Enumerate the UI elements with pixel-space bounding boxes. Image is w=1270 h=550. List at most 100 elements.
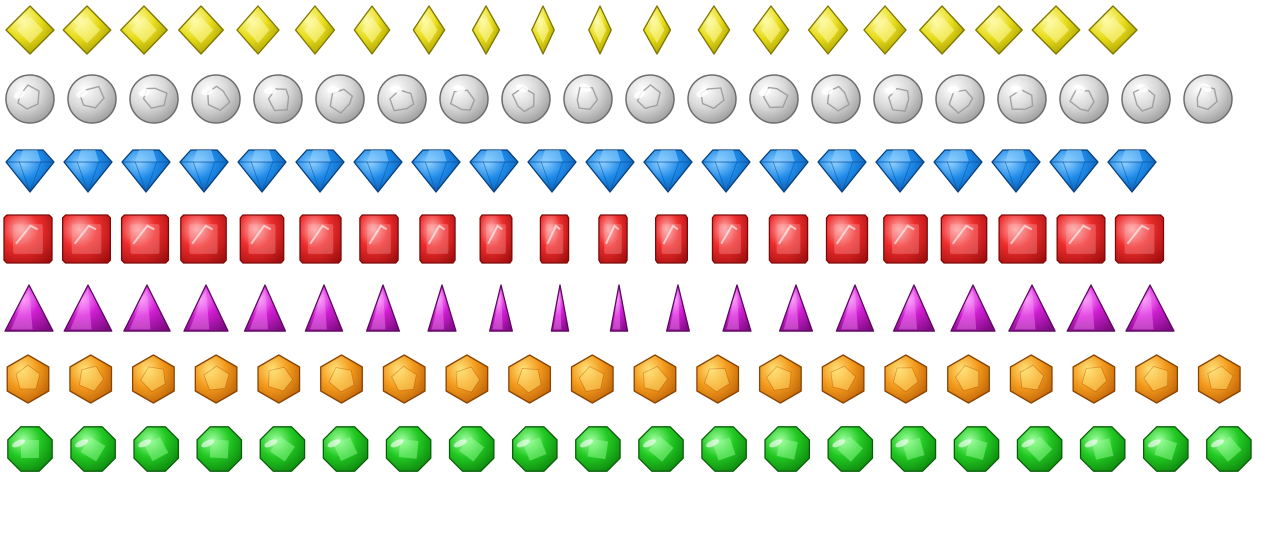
- blue-brilliant-row: [5, 149, 1157, 193]
- purple-triangle-gem: [550, 284, 570, 332]
- orange-hexagon-gem: [320, 354, 363, 404]
- yellow-diamond-gem: [62, 5, 112, 55]
- yellow-diamond-gem: [697, 5, 731, 55]
- red-square-gem: [61, 214, 112, 264]
- blue-brilliant-gem: [585, 149, 635, 193]
- blue-brilliant-gem: [701, 149, 751, 193]
- orange-hexagon-gem: [821, 354, 865, 404]
- white-sphere-gem: [129, 74, 179, 124]
- purple-triangle-gem: [1066, 284, 1116, 332]
- yellow-diamond-gem: [1031, 5, 1081, 55]
- red-square-gem: [940, 214, 988, 264]
- purple-triangle-gem: [183, 284, 229, 332]
- red-square-gem: [768, 214, 809, 264]
- blue-brilliant-gem: [121, 149, 171, 193]
- purple-triangle-gem: [304, 284, 344, 332]
- purple-triangle-gem: [892, 284, 936, 332]
- purple-triangle-gem: [63, 284, 113, 332]
- yellow-diamond-gem: [588, 5, 612, 55]
- orange-hexagon-gem: [696, 354, 740, 404]
- blue-brilliant-gem: [411, 149, 461, 193]
- orange-hexagon-gem: [194, 354, 238, 404]
- green-octagon-gem: [764, 426, 811, 472]
- blue-brilliant-gem: [469, 149, 519, 193]
- red-square-gem: [883, 214, 928, 264]
- green-octagon-gem: [70, 426, 116, 472]
- blue-brilliant-gem: [1107, 149, 1157, 193]
- green-octagon-row: [7, 426, 1252, 472]
- blue-brilliant-gem: [817, 149, 867, 193]
- orange-hexagon-gem: [257, 354, 301, 404]
- yellow-diamond-gem: [975, 5, 1023, 55]
- yellow-diamond-gem: [353, 5, 391, 55]
- red-square-gem: [711, 214, 749, 264]
- yellow-diamond-row: [5, 5, 1138, 55]
- green-octagon-gem: [953, 426, 1000, 472]
- yellow-diamond-gem: [120, 5, 168, 55]
- orange-hexagon-gem: [508, 354, 552, 404]
- red-square-gem: [120, 214, 170, 264]
- yellow-diamond-gem: [236, 5, 280, 55]
- white-sphere-gem: [67, 74, 117, 124]
- green-octagon-gem: [511, 426, 558, 472]
- orange-hexagon-gem: [6, 354, 50, 404]
- white-sphere-gem: [873, 74, 923, 124]
- blue-brilliant-gem: [295, 149, 345, 193]
- blue-brilliant-gem: [991, 149, 1041, 193]
- white-sphere-gem: [749, 74, 799, 124]
- blue-brilliant-gem: [179, 149, 229, 193]
- orange-hexagon-gem: [1135, 354, 1179, 404]
- red-square-gem: [239, 214, 285, 264]
- orange-hexagon-gem: [1072, 354, 1116, 404]
- green-octagon-gem: [638, 426, 684, 472]
- purple-triangle-gem: [1125, 284, 1175, 332]
- white-sphere-gem: [1121, 74, 1171, 124]
- green-octagon-gem: [385, 426, 432, 472]
- blue-brilliant-gem: [643, 149, 693, 193]
- yellow-diamond-gem: [178, 5, 224, 55]
- green-octagon-gem: [1206, 426, 1252, 472]
- green-octagon-gem: [259, 426, 306, 472]
- blue-brilliant-gem: [353, 149, 403, 193]
- purple-triangle-gem: [427, 284, 457, 332]
- white-sphere-gem: [191, 74, 241, 124]
- purple-triangle-gem: [609, 284, 629, 332]
- red-square-gem: [3, 214, 53, 264]
- red-square-gem: [825, 214, 869, 264]
- white-sphere-gem: [811, 74, 861, 124]
- yellow-diamond-gem: [294, 5, 336, 55]
- blue-brilliant-gem: [933, 149, 983, 193]
- blue-brilliant-gem: [63, 149, 113, 193]
- yellow-diamond-gem: [1088, 5, 1138, 55]
- green-octagon-gem: [1142, 426, 1189, 472]
- red-square-gem: [299, 214, 342, 264]
- yellow-diamond-gem: [642, 5, 672, 55]
- orange-hexagon-gem: [1009, 354, 1053, 404]
- blue-brilliant-gem: [237, 149, 287, 193]
- yellow-diamond-gem: [412, 5, 446, 55]
- white-sphere-gem: [253, 74, 303, 124]
- yellow-diamond-gem: [471, 5, 501, 55]
- yellow-diamond-gem: [752, 5, 790, 55]
- red-square-gem: [479, 214, 513, 264]
- green-octagon-gem: [196, 426, 243, 472]
- yellow-diamond-gem: [863, 5, 907, 55]
- white-sphere-gem: [935, 74, 985, 124]
- white-sphere-gem: [377, 74, 427, 124]
- purple-triangle-gem: [722, 284, 752, 332]
- white-sphere-gem: [625, 74, 675, 124]
- white-sphere-gem: [501, 74, 551, 124]
- orange-hexagon-gem: [69, 354, 113, 404]
- orange-hexagon-gem: [633, 354, 677, 404]
- purple-triangle-gem: [1008, 284, 1056, 332]
- purple-triangle-gem: [489, 284, 513, 332]
- red-square-gem: [539, 214, 570, 264]
- purple-triangle-gem: [4, 284, 54, 332]
- green-octagon-gem: [827, 426, 874, 472]
- purple-triangle-gem: [666, 284, 690, 332]
- red-square-gem: [1114, 214, 1165, 264]
- green-octagon-gem: [1079, 426, 1126, 472]
- orange-hexagon-gem: [1197, 354, 1241, 404]
- orange-hexagon-gem: [131, 354, 175, 404]
- white-sphere-gem: [687, 74, 737, 124]
